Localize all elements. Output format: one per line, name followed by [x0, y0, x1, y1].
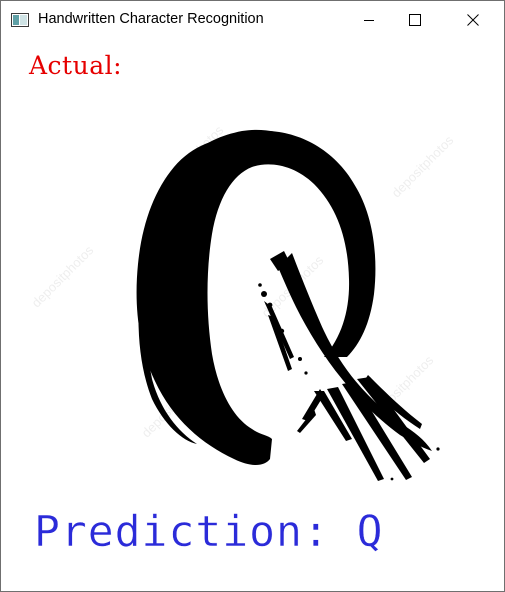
close-icon [467, 14, 479, 26]
minimize-icon [363, 14, 375, 26]
window-title: Handwritten Character Recognition [38, 11, 264, 27]
minimize-button[interactable] [346, 1, 392, 39]
app-window-icon [11, 12, 29, 27]
maximize-button[interactable] [392, 1, 438, 39]
maximize-icon [409, 14, 421, 26]
handwritten-letter-Q-image [136, 129, 440, 481]
title-bar[interactable]: Handwritten Character Recognition [1, 1, 504, 39]
close-button[interactable] [450, 1, 496, 39]
image-canvas: depositphotos depositphotos depositphoto… [2, 39, 503, 591]
prediction-label: Prediction: Q [34, 507, 384, 557]
actual-label: Actual: [29, 51, 123, 80]
